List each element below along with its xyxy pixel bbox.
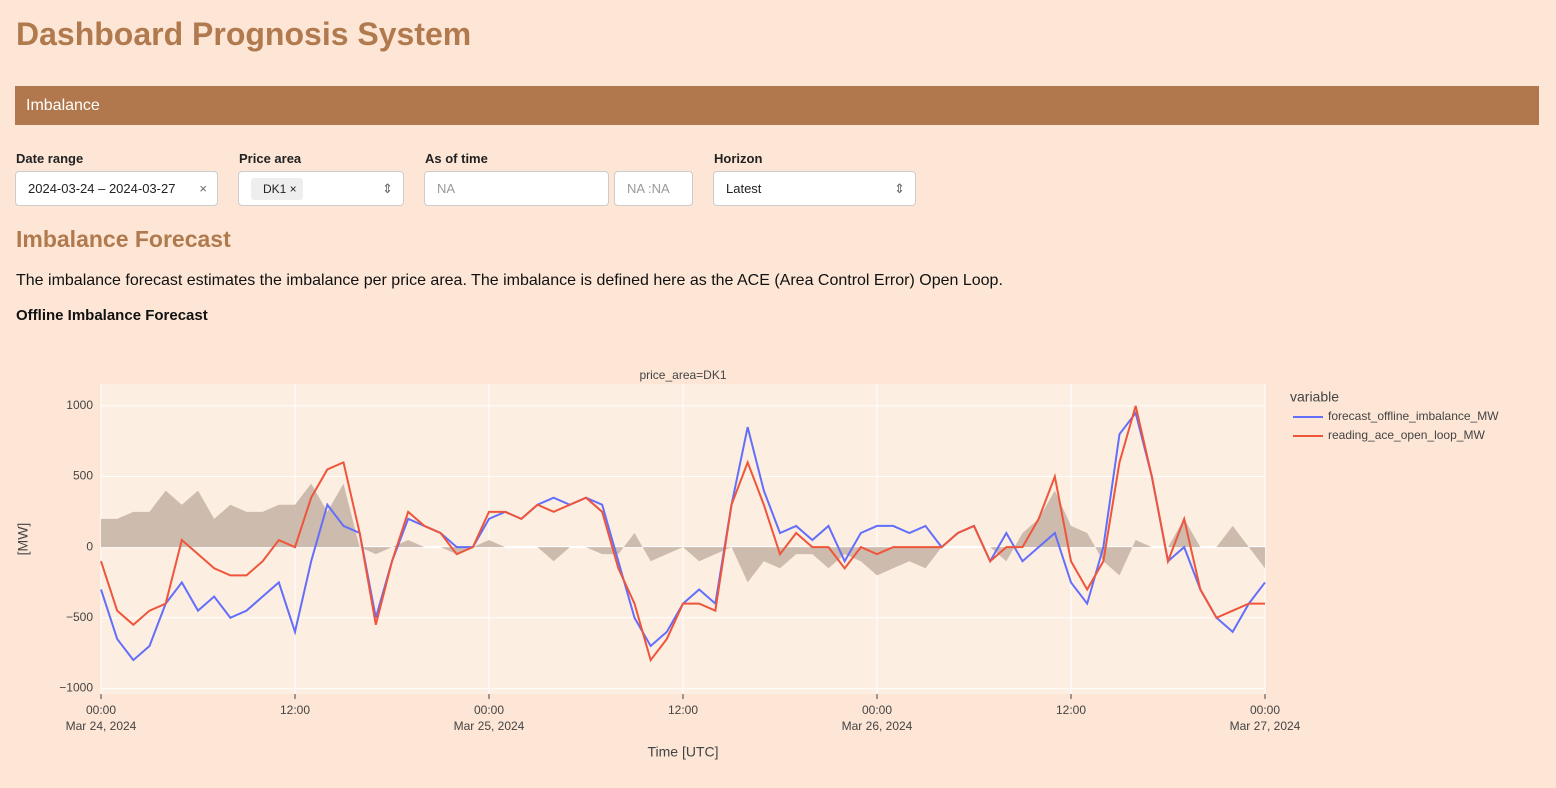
filter-label: Price area bbox=[239, 151, 302, 166]
date-range-input[interactable]: 2024-03-24 – 2024-03-27 × bbox=[15, 171, 218, 206]
clear-icon[interactable]: × bbox=[199, 181, 207, 196]
section-title: Imbalance Forecast bbox=[16, 226, 231, 252]
filter-label: Date range bbox=[16, 151, 84, 166]
x-tick-label: 12:00 bbox=[1056, 703, 1086, 717]
date-range-value: 2024-03-24 – 2024-03-27 bbox=[28, 181, 176, 196]
line bbox=[100, 405, 1265, 663]
date-input[interactable]: NA bbox=[424, 171, 609, 206]
x-axis-label: Time [UTC] bbox=[647, 744, 718, 760]
page-title: Dashboard Prognosis System bbox=[16, 16, 472, 52]
x-tick-date: Mar 26, 2024 bbox=[842, 719, 913, 733]
filter-label: As of time bbox=[425, 151, 488, 166]
y-tick-label: 0 bbox=[86, 539, 93, 553]
x-tick-label: 12:00 bbox=[280, 703, 310, 717]
x-tick-label: 00:00 bbox=[474, 703, 504, 717]
horizon-value: Latest bbox=[726, 181, 762, 196]
x-tick-label: 00:00 bbox=[1250, 703, 1280, 717]
legend-title: variable bbox=[1290, 389, 1339, 405]
y-axis-label: [MW] bbox=[15, 523, 31, 556]
price-area-select[interactable]: DK1 × ⇕ bbox=[238, 171, 404, 206]
subtitle: Offline Imbalance Forecast bbox=[16, 307, 208, 324]
legend-label: forecast_offline_imbalance_MW bbox=[1328, 409, 1499, 423]
x-tick-label: 00:00 bbox=[862, 703, 892, 717]
description: The imbalance forecast estimates the imb… bbox=[16, 272, 1003, 289]
y-tick-label: −500 bbox=[66, 610, 93, 624]
select-arrow: ⇕ bbox=[894, 181, 905, 196]
area bbox=[101, 483, 1265, 583]
y-tick-label: 500 bbox=[73, 469, 93, 483]
x-tick-date: Mar 24, 2024 bbox=[66, 719, 137, 733]
x-tick-label: 12:00 bbox=[668, 703, 698, 717]
y-tick-label: −1000 bbox=[59, 681, 93, 695]
x-tick-date: Mar 27, 2024 bbox=[1230, 719, 1301, 733]
x-tick-label: 00:00 bbox=[86, 703, 116, 717]
chip-label: DK1 bbox=[263, 182, 287, 196]
y-tick-label: 1000 bbox=[66, 398, 93, 412]
tab[interactable]: Imbalance bbox=[15, 86, 1539, 125]
filter-label: Horizon bbox=[714, 151, 763, 166]
chart-title: price_area=DK1 bbox=[639, 368, 726, 382]
legend-label: reading_ace_open_loop_MW bbox=[1328, 428, 1485, 442]
chart: price_area=DK1 −1000 −500 0 500 1000 00:00 Mar … bbox=[15, 368, 1500, 760]
time-input[interactable]: NA :NA bbox=[614, 171, 693, 206]
chip[interactable]: DK1 × bbox=[251, 178, 303, 200]
horizon-select[interactable]: Latest ⇕ bbox=[713, 171, 916, 206]
x-tick-date: Mar 25, 2024 bbox=[454, 719, 525, 733]
select-arrow: ⇕ bbox=[382, 181, 393, 196]
